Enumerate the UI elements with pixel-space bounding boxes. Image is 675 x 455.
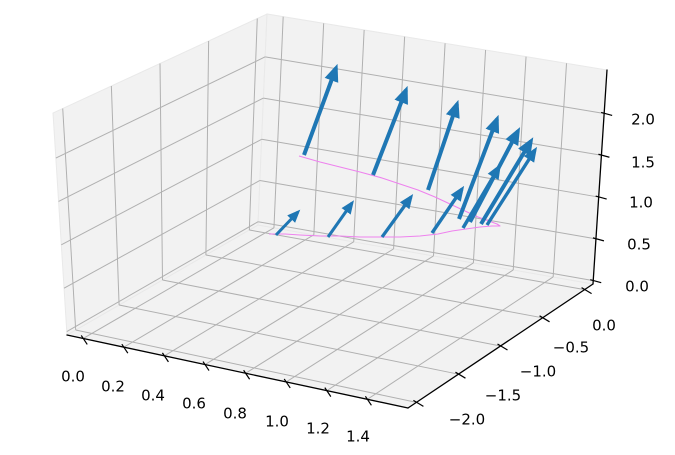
x-tick-label: 1.4: [346, 428, 370, 446]
tick-labels: 0.00.2 0.4 0.60.8 1.0 1.2 1.40.0−0.5−1.0−1.5−…: [61, 111, 655, 446]
wall-y-gridline: [110, 85, 120, 306]
x-tick-mark: [243, 369, 251, 380]
wall-y-gridline: [159, 63, 163, 281]
parametric-curve: [269, 155, 501, 238]
quiver-arrow: [485, 146, 538, 226]
floor-y-gridline: [205, 254, 543, 319]
x-tick-label: 0.4: [141, 387, 165, 405]
x-tick-mark: [80, 335, 88, 345]
y-tick-label: −1.5: [485, 387, 521, 405]
wall-y-gridline: [62, 108, 77, 331]
z-tick-mark: [592, 237, 605, 242]
x-tick-mark: [283, 378, 291, 389]
z-tick-label: 0.0: [625, 278, 649, 296]
z-tick-label: 2.0: [631, 111, 655, 129]
leftwall-z-gridline: [63, 180, 261, 289]
quiver-arrow: [457, 114, 500, 220]
quiver-arrow: [274, 209, 301, 237]
x-tick-label: 0.2: [101, 378, 125, 396]
quiver-arrow: [326, 200, 354, 238]
leftwall-z-gridline: [66, 221, 259, 332]
floor-y-gridline: [249, 229, 585, 291]
x-tick-label: 1.2: [306, 420, 330, 438]
rightwall-z-gridline: [261, 138, 599, 198]
x-tick-label: 0.6: [182, 395, 206, 413]
panes: [52, 13, 608, 409]
z-tick-mark: [595, 195, 607, 200]
y-tick-label: −1.0: [520, 363, 556, 381]
quiver-layer: [274, 63, 538, 238]
floor-y-gridline: [75, 329, 417, 403]
z-tick-mark: [598, 153, 610, 158]
y-tick-mark: [455, 371, 466, 379]
grid-lines: [55, 16, 605, 403]
x-tick-mark: [202, 361, 210, 371]
wall-y-gridline: [248, 18, 258, 231]
y-tick-label: 0.0: [592, 317, 616, 335]
y-tick-label: −0.5: [553, 339, 589, 357]
wall-x-gridline: [313, 23, 325, 235]
quiver-arrow: [371, 85, 408, 176]
x-tick-mark: [161, 352, 169, 363]
x-tick-label: 0.8: [223, 405, 247, 423]
axis-ticks: [80, 111, 613, 407]
z-tick-label: 1.5: [631, 154, 655, 172]
floor-y-gridline: [162, 279, 501, 347]
wall-x-gridline: [432, 43, 446, 256]
y-tick-mark: [581, 287, 592, 295]
x-tick-label: 1.0: [265, 413, 289, 431]
y-tick-mark: [413, 399, 424, 407]
quiver-arrow: [479, 137, 534, 226]
leftwall-z-gridline: [61, 138, 262, 246]
z-tick-label: 1.0: [629, 194, 653, 212]
rightwall-z-gridline: [259, 179, 597, 240]
quiver-arrow: [430, 185, 465, 234]
rightwall-z-gridline: [258, 221, 594, 282]
wall-x-gridline: [552, 63, 568, 278]
quiver-arrow: [468, 127, 521, 223]
z-tick-mark: [600, 111, 613, 117]
z-tick-label: 0.5: [627, 236, 651, 254]
quiver-arrow: [380, 194, 414, 238]
wall-x-gridline: [273, 16, 284, 228]
y-tick-mark: [497, 343, 508, 351]
rightwall-z-gridline: [265, 56, 605, 114]
quiver-arrow: [302, 63, 339, 156]
y-tick-mark: [539, 315, 550, 323]
x-tick-label: 0.0: [61, 368, 85, 386]
leftwall-z-gridline: [58, 97, 264, 202]
quiver-arrow: [426, 99, 460, 191]
wall-x-gridline: [393, 36, 406, 249]
wall-y-gridline: [205, 40, 210, 256]
curve-layer: [269, 155, 501, 238]
x-tick-mark: [364, 395, 372, 406]
leftwall-z-gridline: [55, 56, 266, 159]
z-axis-spine: [592, 69, 608, 285]
floor-y-gridline: [118, 304, 459, 375]
wall-x-gridline: [353, 29, 365, 242]
y-tick-label: −2.0: [449, 411, 485, 429]
x-tick-mark: [121, 343, 129, 354]
z-tick-mark: [590, 279, 602, 284]
x-tick-mark: [324, 387, 332, 397]
